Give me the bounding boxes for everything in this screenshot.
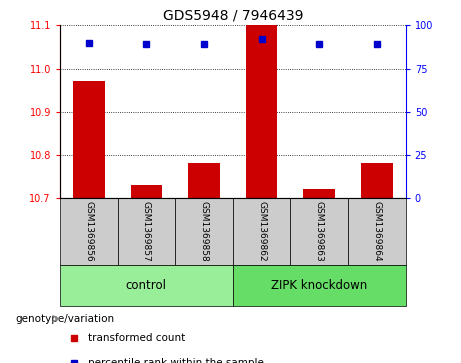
Bar [60,198,118,265]
Text: GSM1369864: GSM1369864 [372,201,381,262]
Bar [130,185,162,198]
Text: GSM1369863: GSM1369863 [315,201,324,262]
Title: GDS5948 / 7946439: GDS5948 / 7946439 [163,9,303,23]
Text: ZIPK knockdown: ZIPK knockdown [271,279,367,292]
Bar [233,265,406,306]
Bar [175,198,233,265]
Bar [290,198,348,265]
Text: GSM1369856: GSM1369856 [84,201,93,262]
Bar [60,265,233,306]
Text: transformed count: transformed count [88,334,185,343]
Text: percentile rank within the sample: percentile rank within the sample [88,358,264,363]
Bar [188,163,220,198]
Bar [233,198,290,265]
Bar [348,198,406,265]
Text: GSM1369858: GSM1369858 [200,201,208,262]
Bar [303,189,335,198]
Text: GSM1369857: GSM1369857 [142,201,151,262]
Bar [73,81,105,198]
Text: control: control [126,279,167,292]
Bar [118,198,175,265]
Text: genotype/variation: genotype/variation [15,314,114,324]
Bar [246,25,278,198]
Bar [361,163,393,198]
Text: GSM1369862: GSM1369862 [257,201,266,262]
